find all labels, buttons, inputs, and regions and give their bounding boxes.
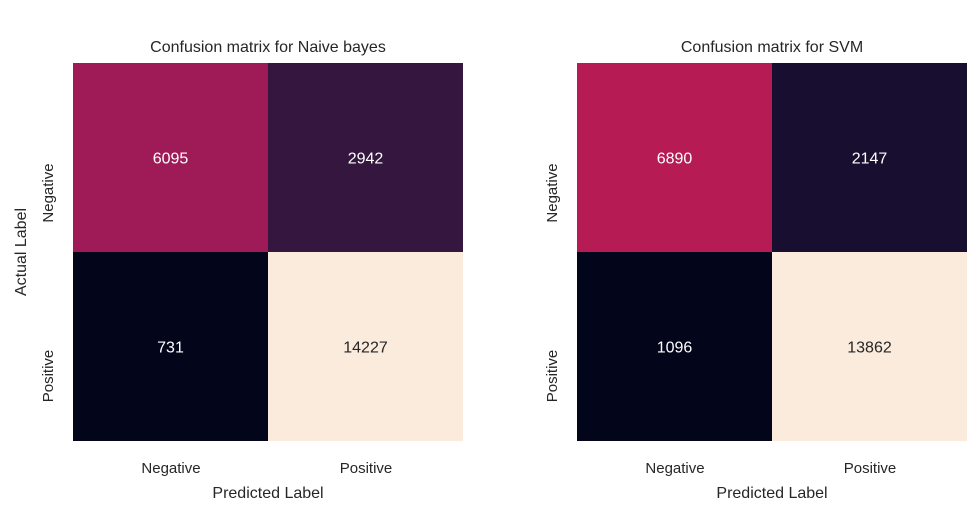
cell-value-label: 6890 [657,151,693,168]
heatmap-cell-negative-negative [73,63,268,252]
heatmap-cells: 6095 2942 731 14227 [73,63,463,441]
heatmap-cell-negative-positive [268,63,463,252]
cell-value-label: 731 [157,340,184,357]
x-tick-label-positive: Positive [340,460,393,477]
cell-value-label: 14227 [343,340,388,357]
cell-value-label: 1096 [657,340,693,357]
y-tick-label-positive: Positive [40,350,57,403]
cell-value-label: 2942 [348,151,384,168]
naive-bayes-confusion-matrix: Confusion matrix for Naive bayes 6095 294… [13,39,463,502]
heatmap-cell-negative-negative [577,63,772,252]
x-tick-label-negative: Negative [141,460,200,477]
x-axis-label: Predicted Label [716,485,827,502]
heatmap-cell-positive-negative [73,252,268,441]
heatmap-cells: 6890 2147 1096 13862 [577,63,967,441]
heatmap-cell-positive-positive [268,252,463,441]
x-tick-label-negative: Negative [645,460,704,477]
heatmap-cell-positive-negative [577,252,772,441]
chart-title: Confusion matrix for SVM [681,39,863,56]
cell-value-label: 2147 [852,151,888,168]
svm-confusion-matrix: Confusion matrix for SVM 6890 2147 1096 138… [544,39,967,502]
y-tick-label-negative: Negative [40,163,57,222]
y-axis-label: Actual Label [13,208,30,296]
y-tick-label-negative: Negative [544,163,561,222]
y-tick-label-positive: Positive [544,350,561,403]
cell-value-label: 13862 [847,340,892,357]
heatmap-cell-positive-positive [772,252,967,441]
x-tick-label-positive: Positive [844,460,897,477]
chart-title: Confusion matrix for Naive bayes [150,39,386,56]
heatmap-cell-negative-positive [772,63,967,252]
x-axis-label: Predicted Label [212,485,323,502]
cell-value-label: 6095 [153,151,189,168]
